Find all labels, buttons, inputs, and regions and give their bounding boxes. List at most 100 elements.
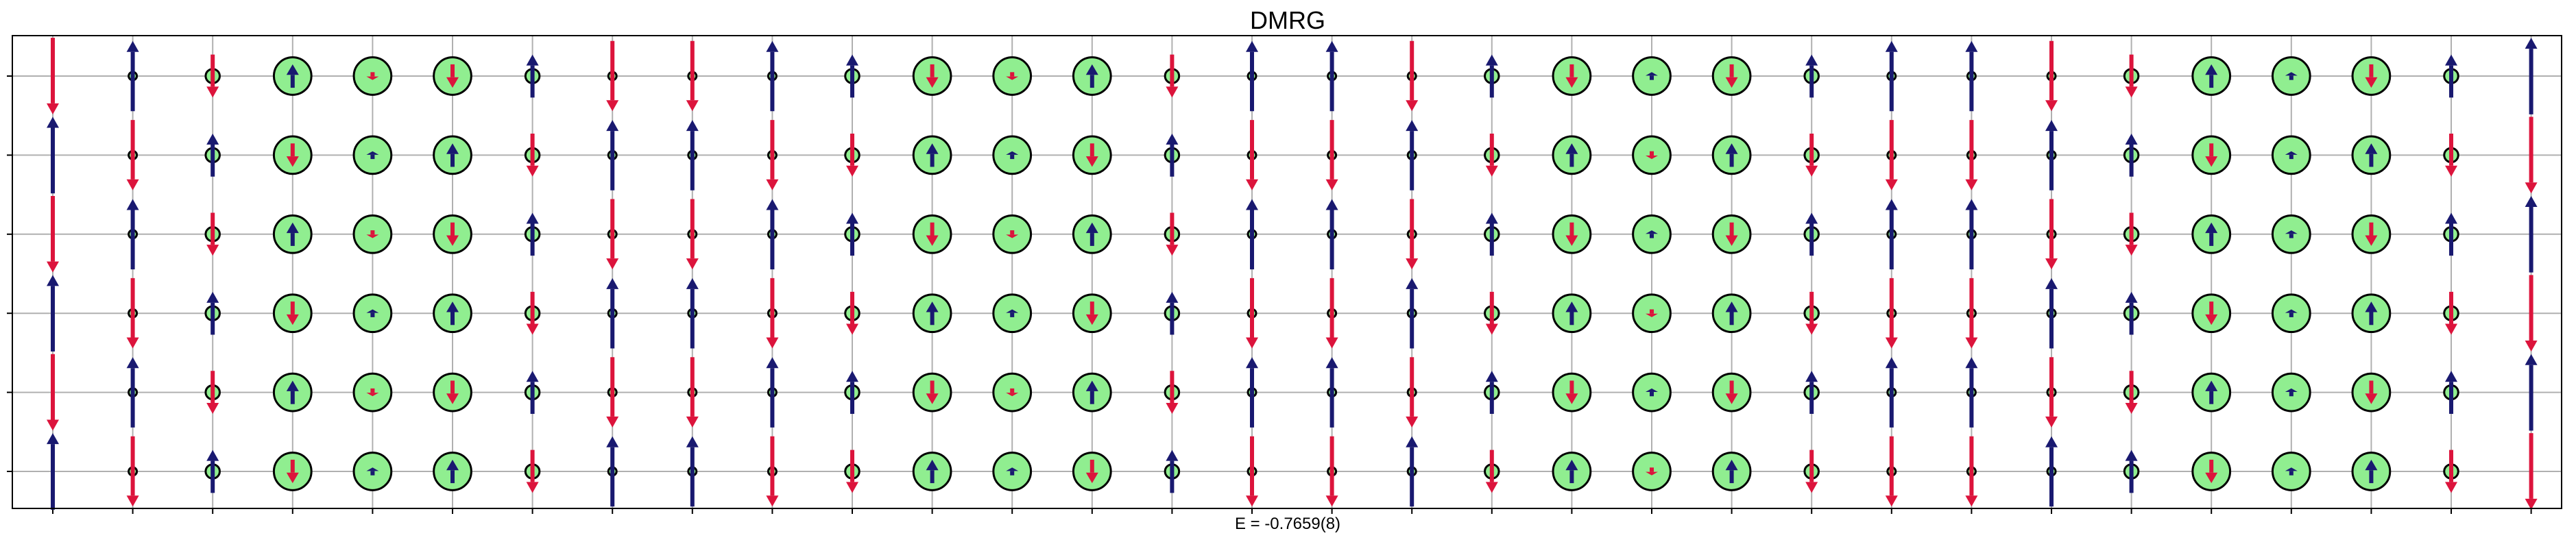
spin-down-arrow-head xyxy=(926,393,939,404)
spin-up-arrow-head xyxy=(1725,301,1738,312)
spin-up-arrow-head xyxy=(2525,38,2538,49)
spin-down-arrow-head xyxy=(47,103,59,114)
spin-up-arrow-head xyxy=(2285,230,2298,234)
spin-down-arrow-head xyxy=(1885,179,1898,190)
spin-up-arrow-head xyxy=(1166,449,1179,461)
spin-up-arrow-head xyxy=(686,436,699,447)
spin-down-arrow-head xyxy=(526,482,539,493)
spin-down-arrow-head xyxy=(2525,182,2538,194)
spin-down-arrow-head xyxy=(686,258,699,270)
spin-down-arrow-head xyxy=(2445,165,2457,177)
spin-down-arrow-head xyxy=(1885,495,1898,507)
spin-up-arrow-head xyxy=(1325,357,1338,369)
spin-down-arrow-head xyxy=(686,416,699,428)
spin-down-arrow-head xyxy=(206,402,219,414)
spin-down-arrow-head xyxy=(206,245,219,256)
spin-up-arrow-head xyxy=(1805,54,1818,66)
spin-up-arrow-head xyxy=(1325,199,1338,210)
spin-up-arrow-head xyxy=(526,371,539,382)
spin-down-arrow-head xyxy=(686,100,699,112)
spin-up-arrow-head xyxy=(1646,72,1658,76)
spin-down-arrow-head xyxy=(1485,165,1498,177)
spin-down-arrow-head xyxy=(766,179,779,190)
spin-down-arrow-head xyxy=(47,419,59,431)
spin-up-arrow-head xyxy=(286,380,299,391)
spin-down-arrow-head xyxy=(1725,393,1738,404)
spin-arrows xyxy=(47,38,2538,510)
spin-up-arrow-head xyxy=(606,278,619,289)
spin-up-arrow-head xyxy=(526,54,539,66)
spin-down-arrow-head xyxy=(2125,86,2138,98)
spin-up-arrow-head xyxy=(2445,54,2457,66)
spin-up-arrow-head xyxy=(2445,371,2457,382)
spin-up-arrow-head xyxy=(2285,467,2298,471)
spin-up-arrow-head xyxy=(366,151,379,155)
spin-down-arrow-head xyxy=(1965,495,1978,507)
spin-down-arrow-head xyxy=(926,77,939,88)
spin-down-arrow-head xyxy=(1646,471,1658,476)
spin-down-arrow-head xyxy=(2045,416,2058,428)
spin-down-arrow-head xyxy=(2045,258,2058,270)
spin-up-arrow-head xyxy=(1885,357,1898,369)
spin-up-arrow-head xyxy=(1565,143,1578,154)
spin-down-arrow-head xyxy=(1166,245,1179,256)
spin-up-arrow-head xyxy=(1805,212,1818,224)
spin-up-arrow-head xyxy=(2525,195,2538,207)
spin-down-arrow-head xyxy=(126,179,139,190)
spin-down-arrow-head xyxy=(446,393,459,404)
spin-down-arrow-head xyxy=(1805,482,1818,493)
spin-down-arrow-head xyxy=(2445,323,2457,335)
spin-up-arrow-head xyxy=(2365,459,2378,471)
spin-down-arrow-head xyxy=(126,495,139,507)
spin-up-arrow-head xyxy=(206,449,219,461)
spin-up-arrow-head xyxy=(47,433,59,445)
spin-down-arrow-head xyxy=(2125,402,2138,414)
spin-up-arrow-head xyxy=(846,212,858,224)
spin-up-arrow-head xyxy=(1885,40,1898,52)
spin-up-arrow-head xyxy=(206,291,219,303)
spin-up-arrow-head xyxy=(1406,436,1419,447)
spin-down-arrow-head xyxy=(47,261,59,273)
spin-down-arrow-head xyxy=(366,393,379,397)
hole-density-circles xyxy=(128,56,2459,491)
energy-label: E = -0.7659(8) xyxy=(1235,515,1340,533)
spin-up-arrow-head xyxy=(1246,357,1258,369)
spin-up-arrow-head xyxy=(126,40,139,52)
spin-up-arrow-head xyxy=(526,212,539,224)
spin-down-arrow-head xyxy=(2205,472,2218,484)
spin-down-arrow-head xyxy=(1246,179,1258,190)
spin-up-arrow-head xyxy=(2205,64,2218,75)
spin-up-arrow-head xyxy=(1006,467,1019,471)
spin-up-arrow-head xyxy=(47,116,59,128)
spin-down-arrow-head xyxy=(2205,314,2218,325)
spin-down-arrow-head xyxy=(1325,337,1338,349)
spin-down-arrow-head xyxy=(286,156,299,167)
spin-up-arrow-head xyxy=(1166,291,1179,303)
spin-up-arrow-head xyxy=(47,275,59,286)
spin-up-arrow-head xyxy=(366,467,379,471)
spin-up-arrow-head xyxy=(2365,301,2378,312)
spin-down-arrow-head xyxy=(846,165,858,177)
spin-up-arrow-head xyxy=(2125,449,2138,461)
spin-up-arrow-head xyxy=(1006,151,1019,155)
spin-down-arrow-head xyxy=(1725,235,1738,246)
spin-up-arrow-head xyxy=(1885,199,1898,210)
spin-down-arrow-head xyxy=(1646,155,1658,160)
spin-up-arrow-head xyxy=(1085,64,1098,75)
spin-up-arrow-head xyxy=(606,436,619,447)
spin-up-arrow-head xyxy=(686,120,699,132)
spin-down-arrow-head xyxy=(2045,100,2058,112)
spin-up-arrow-head xyxy=(1725,143,1738,154)
spin-up-arrow-head xyxy=(2445,212,2457,224)
spin-up-arrow-head xyxy=(1646,388,1658,393)
spin-down-arrow-head xyxy=(1166,86,1179,98)
spin-up-arrow-head xyxy=(846,371,858,382)
spin-down-arrow-head xyxy=(1885,337,1898,349)
spin-up-arrow-head xyxy=(2125,291,2138,303)
spin-down-arrow-head xyxy=(1085,314,1098,325)
spin-down-arrow-head xyxy=(1646,313,1658,317)
spin-up-arrow-head xyxy=(2525,354,2538,365)
spin-down-arrow-head xyxy=(1006,393,1019,397)
spin-up-arrow-head xyxy=(606,120,619,132)
spin-up-arrow-head xyxy=(926,459,939,471)
